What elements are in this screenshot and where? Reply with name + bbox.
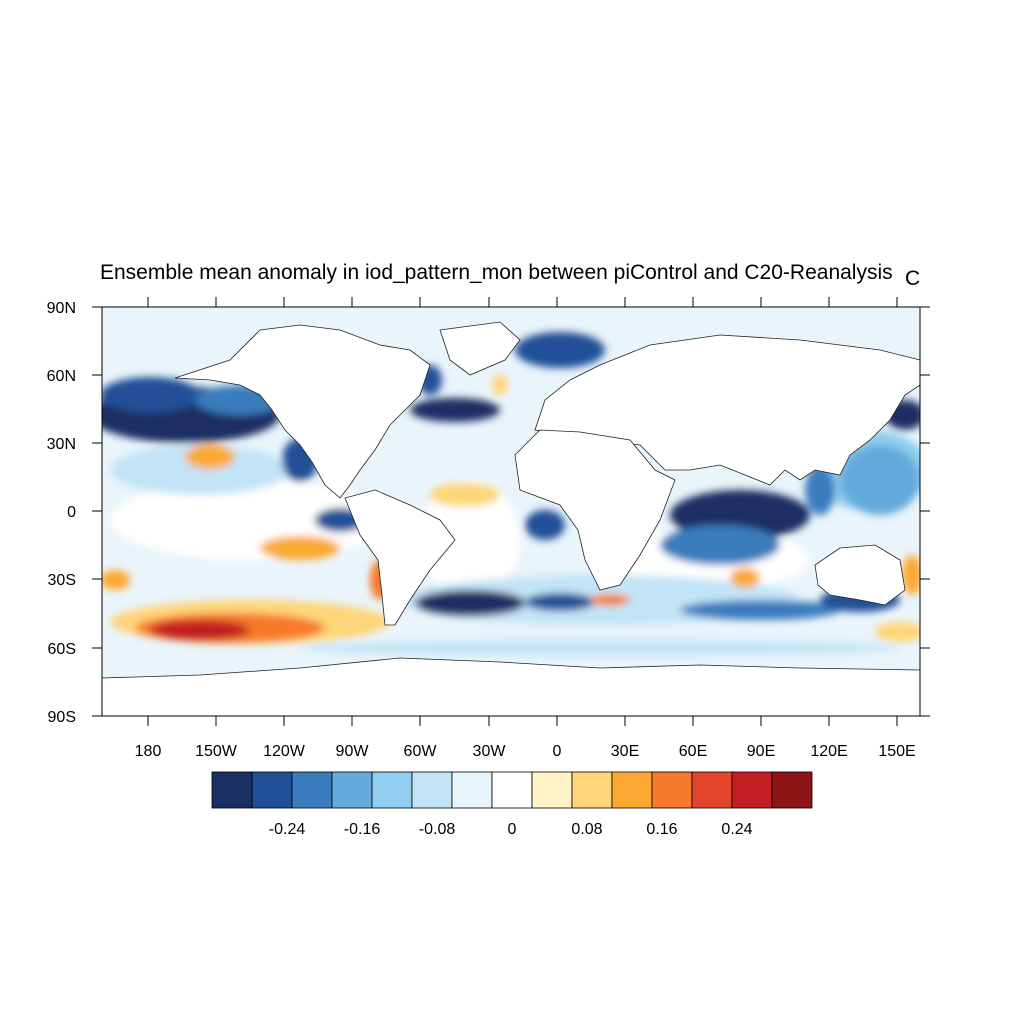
lat-label: 90S [48, 709, 76, 726]
land-south-america [344, 489, 456, 626]
colorbar-swatch [571, 771, 613, 809]
colorbar-swatch [691, 771, 733, 809]
colorbar-tick-label: -0.16 [344, 821, 381, 838]
colorbar-swatch [451, 771, 493, 809]
land-africa [514, 429, 676, 591]
colorbar-swatch [251, 771, 293, 809]
lon-label: 120E [810, 743, 847, 760]
lat-labels: 90N 60N 30N 0 30S 60S 90S [47, 300, 76, 726]
lon-label: 120W [263, 743, 306, 760]
map-title: Ensemble mean anomaly in iod_pattern_mon… [100, 261, 893, 284]
lat-label: 30N [47, 436, 76, 453]
colorbar-tick-label: 0 [508, 821, 517, 838]
lat-label: 30S [48, 572, 76, 589]
colorbar-swatch [211, 771, 253, 809]
colorbar-tick-label: 0.08 [571, 821, 602, 838]
land-eurasia [534, 334, 920, 486]
colorbar-tick-label: -0.24 [269, 821, 306, 838]
land-antarctica [102, 657, 920, 716]
colorbar-swatch [611, 771, 653, 809]
continents [102, 321, 920, 716]
land-north-america [174, 324, 431, 499]
colorbar-tick-label: -0.08 [419, 821, 456, 838]
lon-label: 90W [336, 743, 370, 760]
land-greenland [439, 321, 521, 376]
lon-label: 150E [878, 743, 915, 760]
lat-label: 60N [47, 368, 76, 385]
units-label: C [905, 267, 921, 290]
lon-label: 30E [611, 743, 639, 760]
lon-label: 60E [679, 743, 707, 760]
colorbar-swatch [771, 771, 813, 809]
colorbar-tick-label: 0.24 [721, 821, 752, 838]
colorbar-tick-label: 0.16 [646, 821, 677, 838]
ticks [92, 297, 930, 726]
lat-label: 90N [47, 300, 76, 317]
colorbar-swatch [331, 771, 373, 809]
colorbar-labels: -0.24 -0.16 -0.08 0 0.08 0.16 0.24 [269, 821, 753, 838]
colorbar-swatch [371, 771, 413, 809]
lon-labels: 180 150W 120W 90W 60W 30W 0 30E 60E 90E … [135, 743, 916, 760]
lon-label: 180 [135, 743, 162, 760]
lat-label: 0 [67, 504, 76, 521]
colorbar-swatch [651, 771, 693, 809]
lon-label: 150W [195, 743, 238, 760]
lon-label: 0 [553, 743, 562, 760]
colorbar-swatch [731, 771, 773, 809]
lat-label: 60S [48, 641, 76, 658]
colorbar-swatch [411, 771, 453, 809]
colorbar-swatch [291, 771, 333, 809]
colorbar [211, 771, 813, 809]
colorbar-swatch [531, 771, 573, 809]
land-australia [814, 544, 906, 606]
colorbar-swatch [491, 771, 533, 809]
lon-label: 90E [747, 743, 775, 760]
lon-label: 30W [473, 743, 507, 760]
lon-label: 60W [404, 743, 438, 760]
